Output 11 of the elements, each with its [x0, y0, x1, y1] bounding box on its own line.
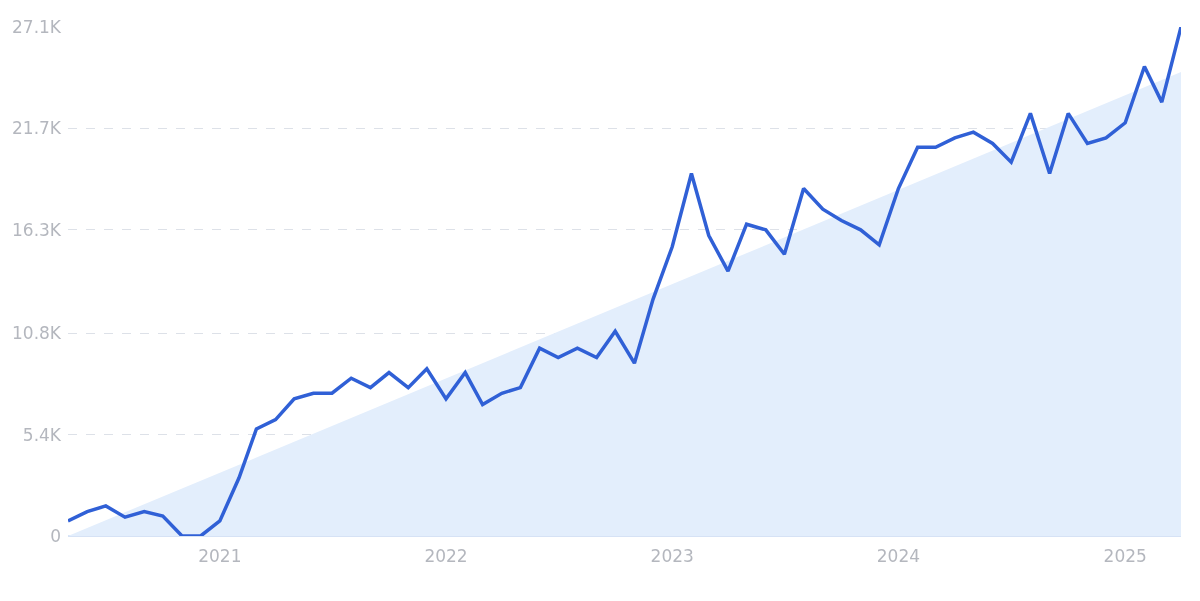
- x-tick-label: 2021: [198, 546, 242, 566]
- x-tick-label: 2024: [876, 546, 921, 566]
- y-tick-label: 0: [50, 525, 61, 546]
- y-tick-label: 21.7K: [12, 118, 62, 139]
- x-tick-label: 2023: [650, 546, 694, 566]
- y-tick-label: 10.8K: [12, 323, 62, 344]
- y-tick-label: 27.1K: [12, 16, 62, 37]
- x-tick-label: 2025: [1103, 546, 1147, 566]
- y-tick-label: 5.4K: [22, 424, 62, 445]
- x-tick-label: 2022: [424, 546, 468, 566]
- y-tick-label: 16.3K: [12, 219, 62, 240]
